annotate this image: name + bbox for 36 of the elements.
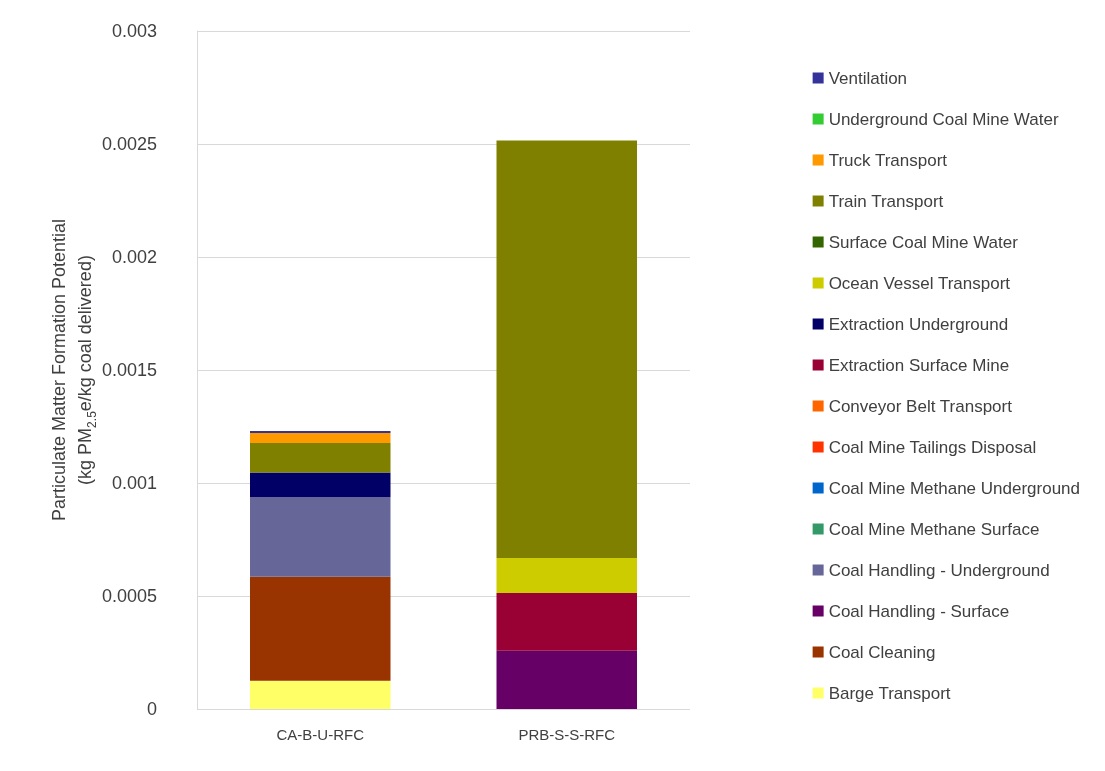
- legend-label: Ocean Vessel Transport: [828, 273, 1011, 293]
- legend-label: Truck Transport: [828, 150, 948, 170]
- legend-label: Coal Mine Methane Underground: [828, 478, 1080, 498]
- bar: [250, 472, 391, 498]
- bar: [250, 433, 391, 443]
- legend-label: Coal Handling - Surface: [828, 601, 1010, 621]
- y-tick-label: 0.002: [111, 247, 157, 267]
- legend-label: Coal Mine Methane Surface: [828, 519, 1040, 539]
- y-tick-label: 0: [146, 699, 157, 719]
- legend-label: Coal Mine Tailings Disposal: [828, 437, 1037, 457]
- legend-label: Extraction Surface Mine: [828, 355, 1010, 375]
- bar: [496, 558, 637, 594]
- bar: [250, 576, 391, 681]
- bar: [250, 497, 391, 577]
- legend-label: Conveyor Belt Transport: [828, 396, 1013, 416]
- x-tick-label: CA-B-U-RFC: [276, 726, 365, 743]
- legend-label: Barge Transport: [828, 683, 951, 703]
- legend-label: Underground Coal Mine Water: [828, 109, 1059, 129]
- x-tick-label: PRB-S-S-RFC: [518, 726, 616, 743]
- y-tick-label: 0.003: [111, 21, 157, 41]
- bar: [250, 431, 391, 434]
- legend-label: Extraction Underground: [828, 314, 1009, 334]
- y-tick-label: 0.0015: [101, 360, 157, 380]
- bar: [496, 140, 637, 559]
- bar: [496, 650, 637, 709]
- bar: [250, 680, 391, 709]
- legend-label: Coal Handling - Underground: [828, 560, 1050, 580]
- bar: [496, 593, 637, 651]
- legend-label: Surface Coal Mine Water: [828, 232, 1019, 252]
- legend-label: Train Transport: [828, 191, 944, 211]
- bar: [250, 443, 391, 473]
- y-tick-label: 0.0005: [101, 586, 157, 606]
- legend-label: Coal Cleaning: [828, 642, 936, 662]
- y-tick-label: 0.0025: [101, 134, 157, 154]
- legend-label: Ventilation: [828, 68, 908, 88]
- y-tick-label: 0.001: [111, 473, 157, 493]
